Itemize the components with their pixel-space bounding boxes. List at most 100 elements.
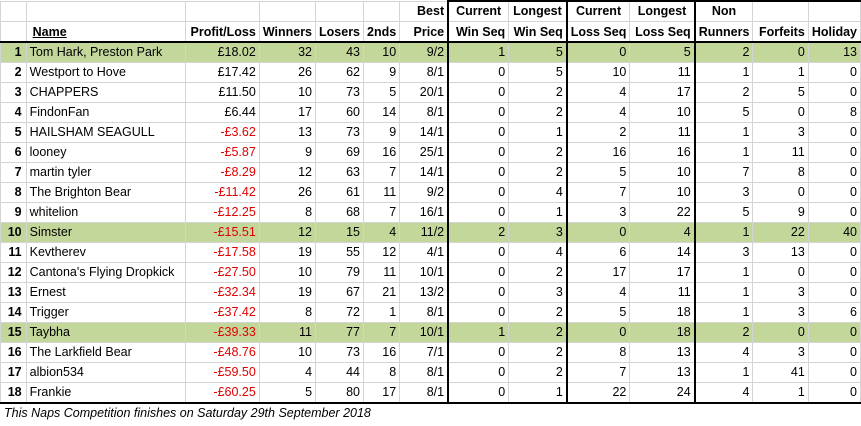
holiday-cell: 0: [807, 82, 861, 103]
header-cell: [807, 0, 861, 22]
competitor-name-cell: Taybha: [25, 322, 187, 343]
winners-cell: 10: [258, 342, 317, 363]
holiday-cell: 0: [807, 122, 861, 143]
position-cell: 16: [0, 342, 27, 363]
header-current-win-seq-line2: Win Seq: [447, 21, 510, 43]
longest-loss-seq-cell: 24: [629, 382, 696, 404]
longest-win-seq-cell: 2: [508, 362, 568, 383]
holiday-cell: 0: [807, 362, 861, 383]
seconds-cell: 4: [363, 222, 401, 243]
header-cell: [258, 0, 317, 22]
position-cell: 1: [0, 41, 27, 63]
position-cell: 4: [0, 102, 27, 123]
position-cell: 12: [0, 262, 27, 283]
current-loss-seq-cell: 17: [566, 262, 631, 283]
position-cell: 6: [0, 142, 27, 163]
longest-win-seq-cell: 2: [508, 262, 568, 283]
best-price-cell: 8/1: [399, 382, 449, 404]
best-price-cell: 8/1: [399, 102, 449, 123]
current-win-seq-cell: 0: [447, 82, 510, 103]
losers-cell: 68: [315, 202, 365, 223]
table-row: 8 The Brighton Bear -£11.42 26 61 11 9/2 0 4 7 10 3…: [0, 182, 861, 203]
header-cell: [315, 0, 365, 22]
competitor-name-cell: CHAPPERS: [25, 82, 187, 103]
winners-cell: 12: [258, 162, 317, 183]
forfeits-cell: 41: [752, 362, 809, 383]
losers-cell: 73: [315, 82, 365, 103]
header-longest-loss-seq-line1: Longest: [629, 0, 696, 22]
seconds-cell: 12: [363, 242, 401, 263]
forfeits-cell: 8: [752, 162, 809, 183]
position-cell: 14: [0, 302, 27, 323]
losers-cell: 69: [315, 142, 365, 163]
best-price-cell: 8/1: [399, 62, 449, 83]
current-loss-seq-cell: 8: [566, 342, 631, 363]
seconds-cell: 9: [363, 62, 401, 83]
table-row: 9 whitelion -£12.25 8 68 7 16/1 0 1 3 22 5 9 0: [0, 202, 861, 223]
current-loss-seq-cell: 4: [566, 82, 631, 103]
forfeits-cell: 1: [752, 62, 809, 83]
competitor-name-cell: Westport to Hove: [25, 62, 187, 83]
position-cell: 7: [0, 162, 27, 183]
longest-loss-seq-cell: 10: [629, 182, 696, 203]
losers-cell: 72: [315, 302, 365, 323]
seconds-cell: 9: [363, 122, 401, 143]
non-runners-cell: 5: [694, 202, 754, 223]
current-win-seq-cell: 0: [447, 342, 510, 363]
longest-win-seq-cell: 2: [508, 82, 568, 103]
losers-cell: 80: [315, 382, 365, 404]
header-row-bottom: Name Profit/Loss Winners Losers 2nds Pri…: [0, 21, 861, 43]
competitor-name-cell: The Larkfield Bear: [25, 342, 187, 363]
competitor-name-cell: albion534: [25, 362, 187, 383]
position-cell: 15: [0, 322, 27, 343]
header-row-top: Best Current Longest Current Longest Non: [0, 0, 861, 22]
header-seconds: 2nds: [363, 21, 401, 43]
longest-win-seq-cell: 3: [508, 282, 568, 303]
non-runners-cell: 1: [694, 282, 754, 303]
winners-cell: 26: [258, 182, 317, 203]
winners-cell: 32: [258, 41, 317, 63]
profit-loss-cell: -£8.29: [185, 162, 260, 183]
non-runners-cell: 2: [694, 322, 754, 343]
competitor-name-cell: Simster: [25, 222, 187, 243]
holiday-cell: 0: [807, 202, 861, 223]
longest-win-seq-cell: 2: [508, 162, 568, 183]
winners-cell: 19: [258, 242, 317, 263]
best-price-cell: 8/1: [399, 302, 449, 323]
seconds-cell: 7: [363, 322, 401, 343]
current-loss-seq-cell: 7: [566, 362, 631, 383]
profit-loss-cell: -£11.42: [185, 182, 260, 203]
seconds-cell: 17: [363, 382, 401, 404]
longest-loss-seq-cell: 13: [629, 362, 696, 383]
longest-loss-seq-cell: 13: [629, 342, 696, 363]
longest-loss-seq-cell: 4: [629, 222, 696, 243]
current-loss-seq-cell: 10: [566, 62, 631, 83]
current-loss-seq-cell: 3: [566, 202, 631, 223]
competitor-name-cell: HAILSHAM SEAGULL: [25, 122, 187, 143]
position-cell: 10: [0, 222, 27, 243]
best-price-cell: 16/1: [399, 202, 449, 223]
table-row: 13 Ernest -£32.34 19 67 21 13/2 0 3 4 11 1 3 0: [0, 282, 861, 303]
forfeits-cell: 3: [752, 282, 809, 303]
best-price-cell: 14/1: [399, 162, 449, 183]
forfeits-cell: 5: [752, 82, 809, 103]
best-price-cell: 13/2: [399, 282, 449, 303]
forfeits-cell: 9: [752, 202, 809, 223]
non-runners-cell: 2: [694, 41, 754, 63]
table-row: 15 Taybha -£39.33 11 77 7 10/1 1 2 0 18 2 0 0: [0, 322, 861, 343]
header-current-win-seq-line1: Current: [447, 0, 510, 22]
best-price-cell: 4/1: [399, 242, 449, 263]
non-runners-cell: 1: [694, 122, 754, 143]
winners-cell: 19: [258, 282, 317, 303]
competitor-name-cell: The Brighton Bear: [25, 182, 187, 203]
winners-cell: 10: [258, 262, 317, 283]
current-loss-seq-cell: 2: [566, 122, 631, 143]
non-runners-cell: 1: [694, 362, 754, 383]
table-row: 1 Tom Hark, Preston Park £18.02 32 43 10 9/2 1 5…: [0, 41, 861, 63]
position-cell: 13: [0, 282, 27, 303]
current-win-seq-cell: 0: [447, 302, 510, 323]
current-win-seq-cell: 0: [447, 62, 510, 83]
longest-win-seq-cell: 4: [508, 182, 568, 203]
losers-cell: 61: [315, 182, 365, 203]
best-price-cell: 10/1: [399, 262, 449, 283]
